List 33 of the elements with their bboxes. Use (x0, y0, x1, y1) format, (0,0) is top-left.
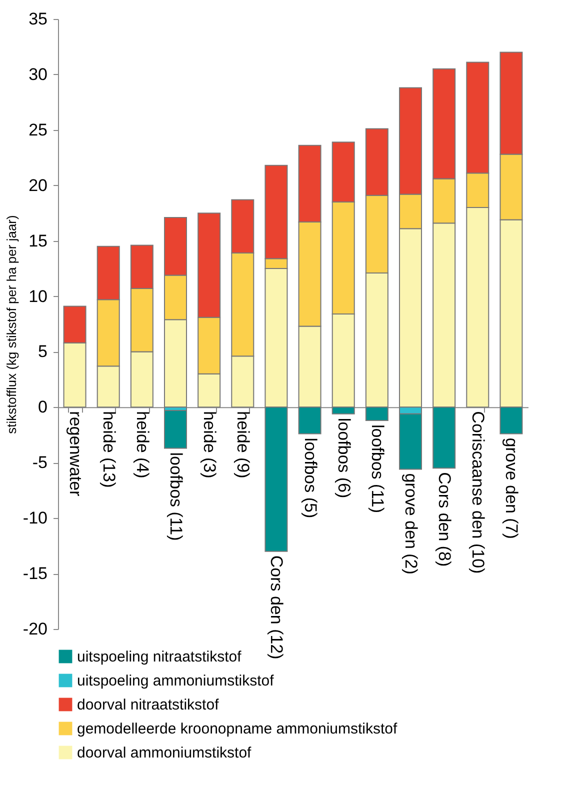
y-tick-label: -20 (22, 620, 48, 638)
legend-label: doorval nitraatstikstof (77, 696, 220, 714)
x-tick-label: regenwater (66, 411, 85, 497)
y-tick-label: 5 (38, 342, 48, 362)
x-tick-label: heide (9) (234, 411, 253, 478)
legend-label: uitspoeling ammoniumstikstof (77, 672, 275, 690)
y-tick-label: 30 (28, 64, 48, 84)
legend-label: gemodelleerde kroonopname ammoniumstikstof (77, 720, 398, 738)
x-tick-label: heide (13) (99, 411, 118, 488)
legend-label: uitspoeling nitraatstikstof (77, 648, 242, 666)
y-tick-label: 15 (28, 231, 48, 250)
y-tick-label: 0 (38, 398, 48, 417)
bar (164, 410, 187, 449)
x-tick-label: heide (4) (132, 411, 152, 478)
x-tick-label: loofbos (6) (334, 418, 354, 498)
x-tick-label: Cors den (12) (267, 555, 286, 660)
y-tick-label: -10 (22, 508, 48, 528)
y-axis-title: stikstofflux (kg stikstof per ha per jaar) (4, 215, 19, 434)
x-tick-label: Coriscaanse den (10) (468, 411, 488, 574)
x-tick-label: grove den (7) (502, 438, 522, 539)
y-tick-label: 35 (28, 10, 48, 28)
legend-label: doorval ammoniumstikstof (77, 744, 252, 762)
y-tick-label: -5 (32, 453, 48, 472)
y-tick-label: 25 (28, 120, 48, 140)
y-tick-label: -15 (22, 564, 48, 584)
x-tick-label: loofbos (5) (300, 438, 320, 518)
x-tick-label: loofbos (11) (166, 452, 186, 541)
x-tick-label: grove den (2) (402, 473, 420, 574)
x-tick-label: heide (3) (200, 411, 220, 478)
y-tick-label: 10 (28, 286, 48, 306)
y-tick-label: 20 (28, 176, 48, 195)
x-tick-label: Cors den (8) (435, 472, 454, 567)
x-tick-label: loofbos (11) (368, 424, 387, 514)
